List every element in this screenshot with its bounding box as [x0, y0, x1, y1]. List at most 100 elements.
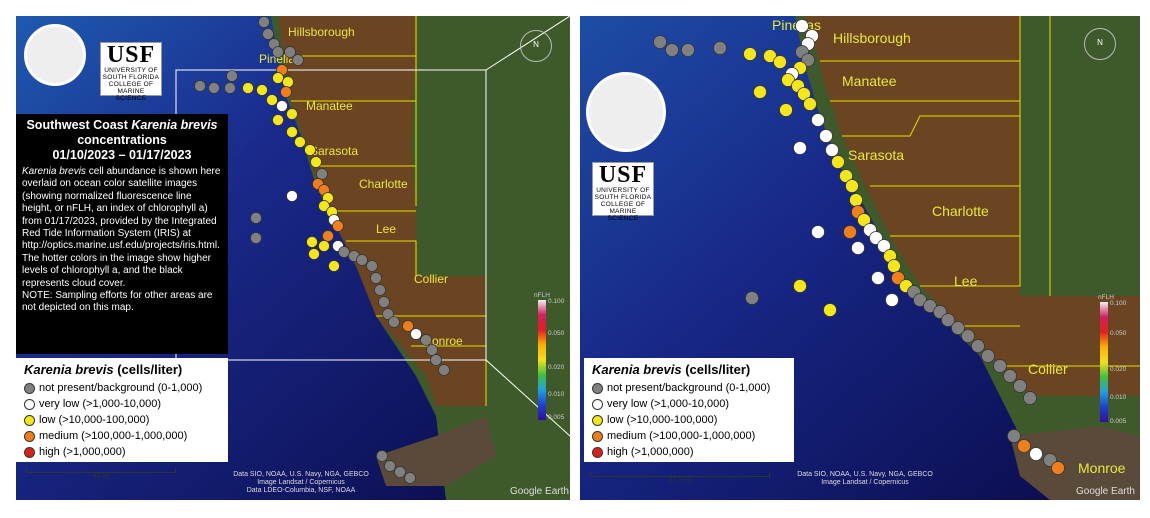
- sample-marker: [845, 179, 859, 193]
- legend-item-label: medium (>100,000-1,000,000): [607, 430, 756, 442]
- right-compass-icon[interactable]: N: [1084, 28, 1116, 60]
- sample-marker: [961, 329, 975, 343]
- sample-marker: [272, 46, 284, 58]
- legend-title: Karenia brevis (cells/liter): [592, 362, 751, 377]
- left-google-earth-watermark: Google Earth: [510, 486, 569, 497]
- sample-marker: [284, 46, 296, 58]
- right-credits: Data SIO, NOAA, U.S. Navy, NGA, GEBCO Im…: [797, 471, 933, 486]
- sample-marker: [1017, 439, 1031, 453]
- left-nflh-colorbar: [538, 300, 546, 420]
- sample-marker: [941, 313, 955, 327]
- sample-marker: [224, 82, 236, 94]
- legend-item: medium (>100,000-1,000,000): [24, 428, 220, 444]
- sample-marker: [430, 354, 442, 366]
- sample-marker: [388, 316, 400, 328]
- sample-marker: [793, 279, 807, 293]
- sample-marker: [851, 241, 865, 255]
- sample-marker: [310, 156, 322, 168]
- right-colorbar-tick: 0.020: [1110, 366, 1127, 373]
- legend-item: very low (>1,000-10,000): [24, 396, 220, 412]
- right-sample-dots: [653, 19, 1065, 475]
- legend-swatch-icon: [24, 382, 35, 394]
- sample-marker: [258, 16, 270, 28]
- sample-marker: [410, 328, 422, 340]
- right-scale-label: 37.2 mi: [668, 477, 692, 484]
- legend-swatch-icon: [592, 430, 603, 442]
- legend-item: low (>10,000-100,000): [592, 412, 786, 428]
- sample-marker: [803, 97, 817, 111]
- legend-swatch-icon: [24, 446, 35, 458]
- sample-marker: [811, 225, 825, 239]
- sample-marker: [282, 76, 294, 88]
- sample-marker: [286, 126, 298, 138]
- sample-marker: [779, 103, 793, 117]
- legend-title: Karenia brevis (cells/liter): [24, 362, 183, 377]
- sample-marker: [272, 72, 284, 84]
- legend-item: very low (>1,000-10,000): [592, 396, 786, 412]
- sample-marker: [665, 43, 679, 57]
- left-compass-icon[interactable]: N: [520, 30, 552, 62]
- county-label-collier: Collier: [1028, 361, 1068, 377]
- legend-item-label: medium (>100,000-1,000,000): [39, 430, 188, 442]
- left-credits: Data SIO, NOAA, U.S. Navy, NGA, GEBCO Im…: [233, 471, 369, 494]
- left-colorbar-tick: 0.100: [548, 298, 565, 305]
- right-colorbar-tick: 0.100: [1110, 300, 1127, 307]
- sample-marker: [318, 200, 330, 212]
- sample-marker: [811, 113, 825, 127]
- left-colorbar-tick: 0.050: [548, 330, 565, 337]
- legend-swatch-icon: [24, 414, 35, 426]
- legend-item: high (>1,000,000): [592, 444, 786, 460]
- legend-swatch-icon: [592, 382, 603, 394]
- legend-item: low (>10,000-100,000): [24, 412, 220, 428]
- legend-item-label: low (>10,000-100,000): [607, 414, 718, 426]
- left-colorbar-tick: 0.005: [548, 414, 565, 421]
- sample-marker: [376, 450, 388, 462]
- sample-marker: [849, 193, 863, 207]
- sample-marker: [226, 70, 238, 82]
- county-label-lee: Lee: [954, 273, 978, 289]
- sample-marker: [839, 169, 853, 183]
- info-date-range: 01/10/2023 – 01/17/2023: [52, 148, 192, 162]
- county-label-charlotte: Charlotte: [359, 177, 408, 191]
- legend-rows: not present/background (0-1,000) very low…: [24, 380, 220, 460]
- sample-marker: [871, 271, 885, 285]
- sample-marker: [1051, 461, 1065, 475]
- sample-marker: [322, 230, 334, 242]
- legend-item: not present/background (0-1,000): [592, 380, 786, 396]
- usf-logo-subtitle: UNIVERSITY OF SOUTH FLORIDA: [594, 187, 652, 201]
- sample-marker: [743, 47, 757, 61]
- left-map-canvas: Hillsborough Pinellas Manatee Sarasota C…: [16, 16, 570, 500]
- sample-marker: [242, 82, 254, 94]
- fwc-seal-logo: [24, 24, 86, 86]
- sample-marker: [208, 82, 220, 94]
- sample-marker: [1029, 447, 1043, 461]
- sample-marker: [857, 213, 871, 227]
- sample-marker: [993, 359, 1007, 373]
- right-map-panel: Pinellas Hillsborough Manatee Sarasota C…: [580, 16, 1140, 500]
- sample-marker: [951, 321, 965, 335]
- sample-marker: [332, 220, 344, 232]
- usf-logo-text: USF: [106, 42, 156, 68]
- county-label-sarasota: Sarasota: [848, 147, 904, 163]
- sample-marker: [877, 239, 891, 253]
- left-colorbar-tick: 0.010: [548, 391, 565, 398]
- legend-swatch-icon: [24, 430, 35, 442]
- county-label-hillsborough: Hillsborough: [833, 30, 911, 46]
- legend-item-label: very low (>1,000-10,000): [607, 398, 729, 410]
- sample-marker: [885, 293, 899, 307]
- left-scale-label: 62 mi: [92, 473, 110, 480]
- sample-marker: [316, 168, 328, 180]
- right-colorbar-title: nFLH: [1098, 294, 1114, 301]
- sample-marker: [404, 472, 416, 484]
- sample-marker: [338, 246, 350, 258]
- right-scale-bar: 37.2 mi: [590, 472, 770, 484]
- county-label-sarasota: Sarasota: [310, 144, 358, 158]
- sample-marker: [276, 100, 288, 112]
- usf-logo-college: COLLEGE OF MARINE SCIENCE: [600, 201, 646, 222]
- right-colorbar-tick: 0.050: [1110, 330, 1127, 337]
- sample-marker: [831, 155, 845, 169]
- right-nflh-colorbar: [1100, 302, 1108, 422]
- sample-marker: [773, 55, 787, 69]
- legend-item: medium (>100,000-1,000,000): [592, 428, 786, 444]
- sample-marker: [825, 143, 839, 157]
